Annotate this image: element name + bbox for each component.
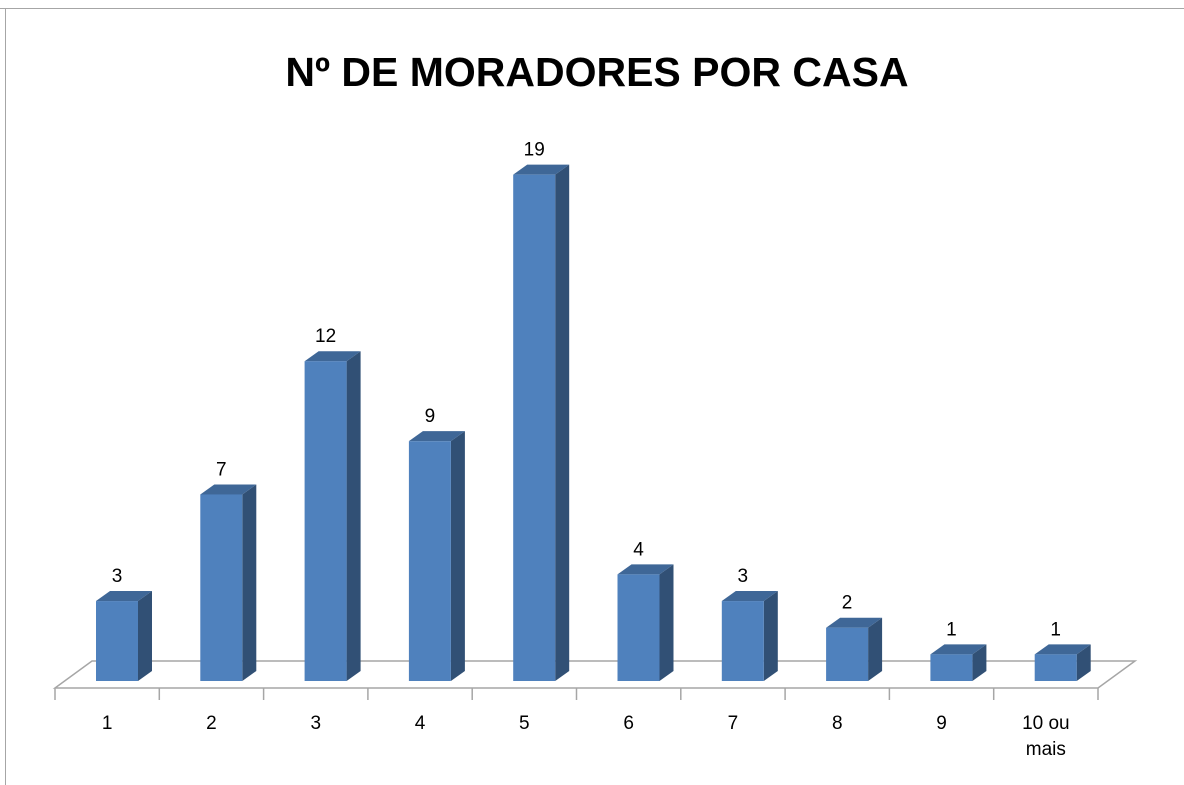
x-tick-label: 3 — [310, 713, 322, 734]
bar-top — [96, 591, 152, 602]
x-tick-label: 2 — [206, 713, 217, 734]
data-label: 9 — [425, 406, 436, 427]
x-tick-label: 5 — [519, 713, 530, 734]
bar — [200, 494, 243, 681]
x-tick-label: 7 — [727, 713, 739, 734]
data-label: 1 — [946, 619, 957, 640]
bar — [617, 574, 660, 681]
bar-side — [763, 591, 778, 681]
bar — [721, 601, 764, 681]
bar-top — [513, 164, 570, 175]
bar-side — [972, 644, 987, 681]
x-tick-label: 10 ou mais — [1022, 713, 1070, 760]
x-tick-label: 9 — [936, 713, 947, 734]
bar-side — [555, 164, 570, 681]
data-label: 3 — [112, 566, 123, 587]
data-label: 2 — [842, 593, 853, 614]
bar — [304, 361, 347, 681]
bar-top — [721, 591, 778, 602]
bar-side — [346, 351, 361, 681]
bar — [408, 441, 451, 681]
bar-side — [450, 431, 465, 681]
data-label: 4 — [633, 539, 644, 560]
floor — [52, 660, 1138, 689]
bar-side — [138, 591, 152, 681]
bar — [826, 627, 869, 681]
bar-top — [1034, 644, 1091, 655]
x-tick-label: 1 — [101, 713, 113, 734]
bar-side — [242, 484, 257, 681]
data-label: 19 — [524, 140, 545, 161]
bar-top — [408, 431, 465, 442]
x-tick-label: 4 — [414, 713, 426, 734]
data-label: 12 — [315, 326, 336, 347]
bar — [96, 601, 138, 681]
x-tick-label: 6 — [623, 713, 634, 734]
bar-side — [659, 564, 674, 681]
bar-side — [868, 617, 883, 681]
bar-top — [930, 644, 987, 655]
bar — [1034, 654, 1077, 681]
bar-top — [304, 351, 361, 362]
bar — [513, 174, 556, 681]
bar — [930, 654, 973, 681]
data-label: 1 — [1050, 619, 1061, 640]
x-tick-label: 8 — [831, 713, 843, 734]
bar-top — [826, 617, 883, 628]
bar-top — [200, 484, 257, 495]
data-label: 3 — [738, 566, 749, 587]
chart-title: Nº DE MORADORES POR CASA — [285, 49, 908, 95]
data-label: 7 — [216, 459, 227, 480]
bar-top — [617, 564, 674, 575]
bar-side — [1076, 644, 1091, 681]
